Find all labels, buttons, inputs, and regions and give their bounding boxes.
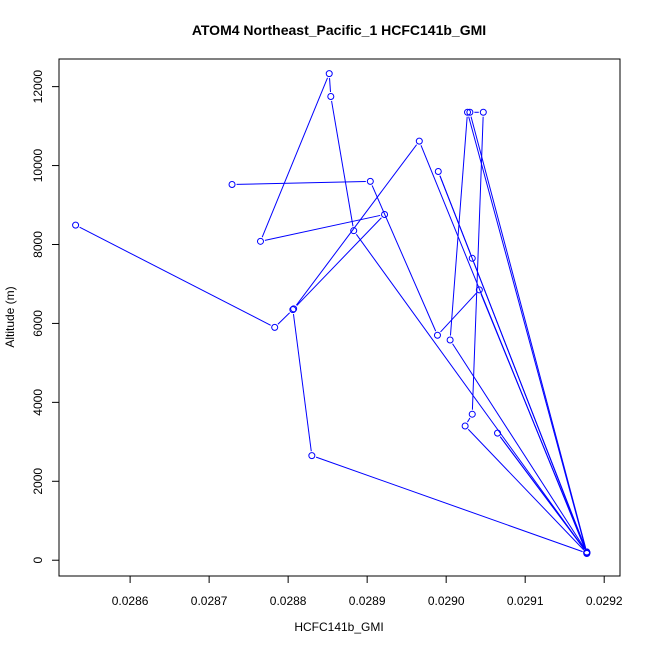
data-point: [466, 108, 474, 116]
series-segment: [449, 116, 468, 336]
data-point: [290, 305, 298, 313]
series-segment: [452, 343, 585, 549]
series-segment: [329, 78, 331, 93]
series-segment: [480, 293, 586, 549]
series-segment: [468, 116, 587, 550]
data-point: [72, 221, 80, 229]
series-segment: [79, 226, 271, 326]
x-axis: 0.0286 0.0287 0.0288 0.0289 0.0290 0.0291 0.02…: [112, 575, 623, 608]
series-segment: [277, 312, 291, 325]
series-segment: [371, 185, 437, 332]
series-segment: [315, 456, 583, 553]
x-tick-label: 0.0289: [349, 594, 386, 608]
data-point: [583, 549, 591, 557]
series-segment: [470, 116, 587, 549]
data-point: [434, 167, 442, 175]
series-segment: [439, 175, 586, 548]
data-point: [479, 108, 487, 116]
series-segment: [264, 214, 381, 241]
data-point: [464, 108, 472, 116]
data-point: [327, 92, 335, 100]
data-point: [494, 429, 502, 437]
y-tick-label: 6000: [31, 310, 45, 337]
data-point: [350, 227, 358, 235]
data-point: [289, 306, 297, 314]
data-point: [308, 452, 316, 460]
y-tick-label: 10000: [31, 149, 45, 183]
data-point: [468, 410, 476, 418]
y-axis-label: Altitude (m): [3, 286, 17, 347]
y-tick-label: 8000: [31, 231, 45, 258]
data-point: [271, 323, 279, 331]
x-tick-label: 0.0288: [270, 594, 307, 608]
series-segment: [295, 144, 418, 306]
series-segment: [331, 100, 354, 227]
y-tick-label: 12000: [31, 70, 45, 104]
x-tick-label: 0.0290: [428, 594, 465, 608]
data-point: [366, 177, 374, 185]
data-point: [446, 336, 454, 344]
series-segment: [292, 314, 312, 452]
series-segment: [440, 292, 477, 333]
data-point: [468, 254, 476, 262]
series-segment: [467, 417, 471, 423]
series-segment: [471, 116, 484, 410]
data-point: [228, 181, 236, 189]
x-tick-label: 0.0292: [586, 594, 623, 608]
data-point: [381, 210, 389, 218]
data-point: [475, 286, 483, 294]
series-segment: [467, 428, 585, 551]
data-point: [433, 331, 441, 339]
series-points: [72, 70, 591, 558]
x-tick-label: 0.0287: [191, 594, 228, 608]
x-axis-label: HCFC141b_GMI: [294, 620, 383, 634]
y-tick-label: 4000: [31, 389, 45, 416]
data-point: [415, 137, 423, 145]
series-segment: [355, 234, 585, 550]
data-point: [256, 237, 264, 245]
series-segment: [236, 180, 366, 185]
series-segment: [261, 77, 328, 238]
x-tick-label: 0.0291: [507, 594, 544, 608]
chart-title: ATOM4 Northeast_Pacific_1 HCFC141b_GMI: [192, 22, 486, 38]
data-point: [325, 70, 333, 78]
series-line: [79, 77, 587, 553]
y-tick-label: 2000: [31, 468, 45, 495]
y-tick-label: 0: [31, 557, 45, 564]
series-segment: [296, 217, 382, 306]
x-tick-label: 0.0286: [112, 594, 149, 608]
y-axis: 0 2000 4000 6000 8000 10000 12000: [31, 70, 60, 564]
data-point: [461, 422, 469, 430]
